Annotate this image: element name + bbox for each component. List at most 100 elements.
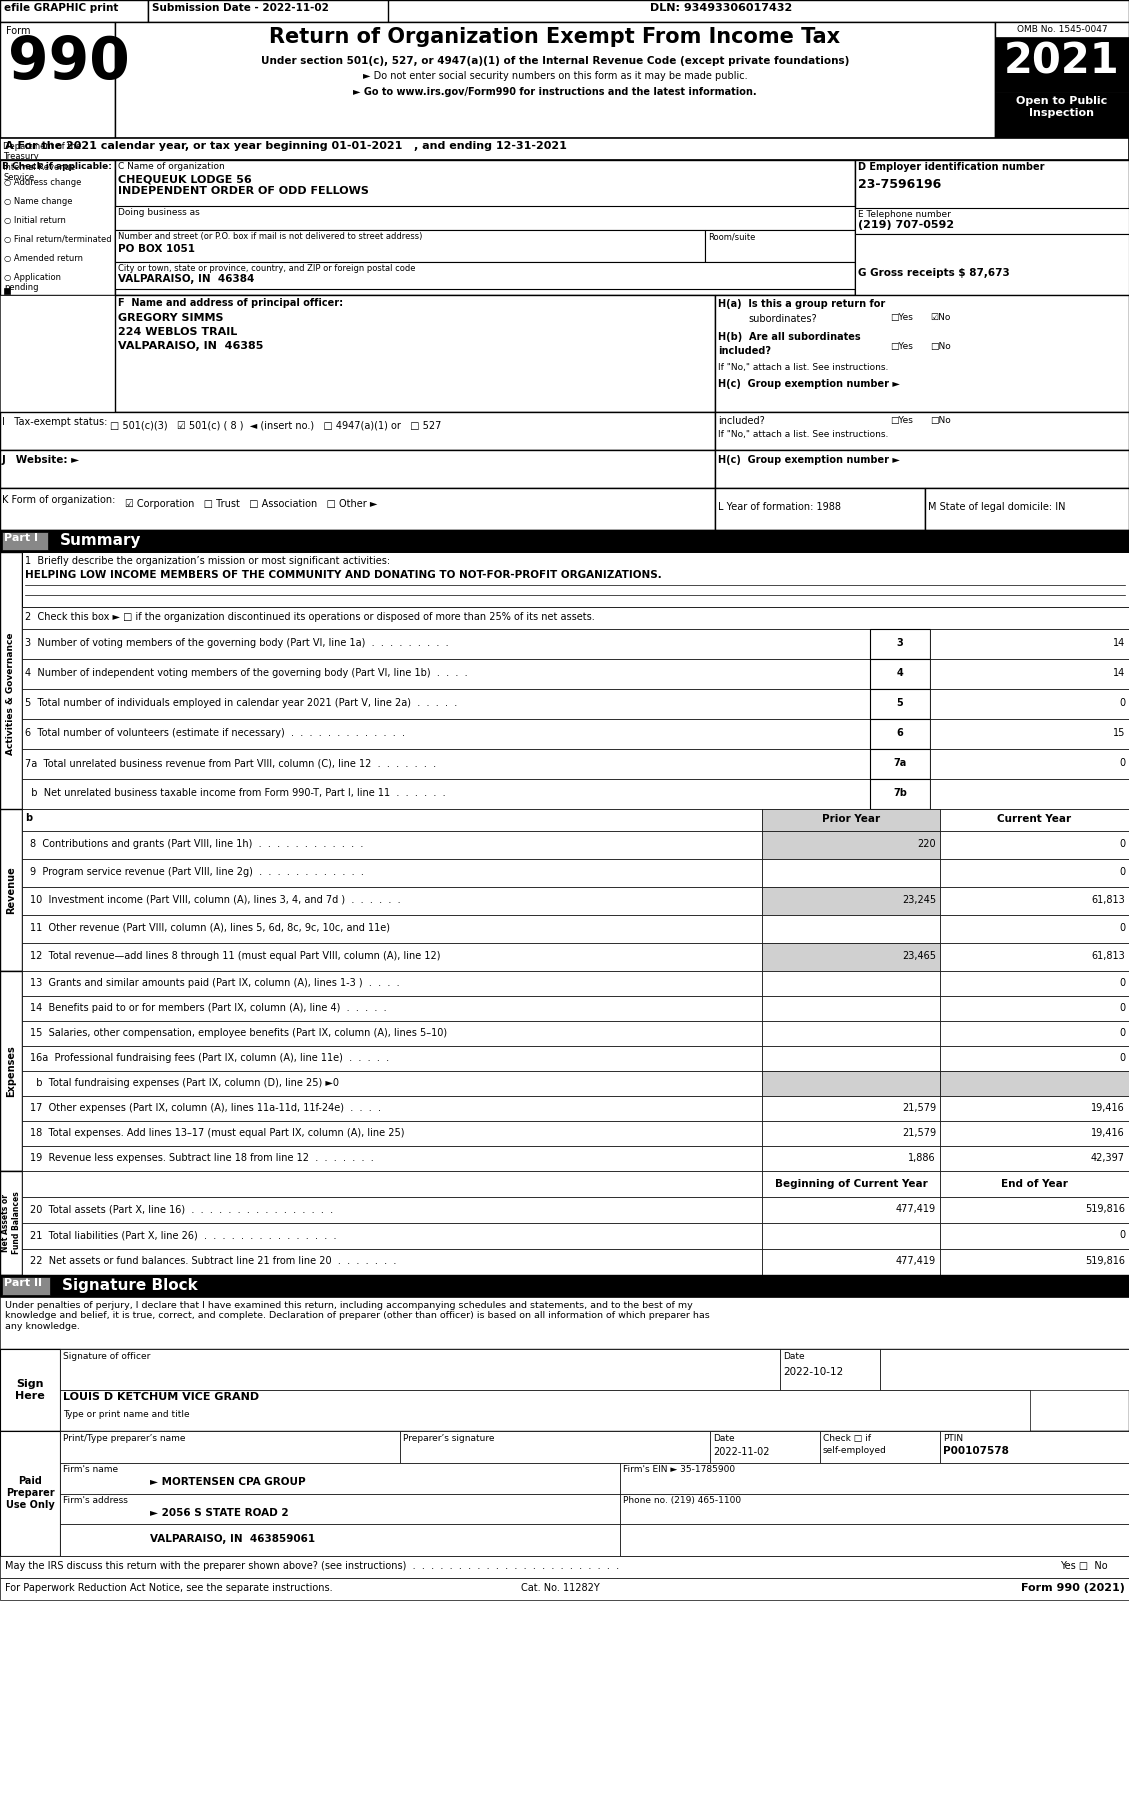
Bar bbox=[21, 1146, 762, 1172]
Text: K Form of organization:: K Form of organization: bbox=[2, 495, 115, 504]
Bar bbox=[762, 1172, 940, 1197]
Text: 0: 0 bbox=[1119, 1052, 1124, 1063]
Bar bbox=[21, 996, 762, 1021]
Text: Department of the
Treasury
Internal Revenue
Service: Department of the Treasury Internal Reve… bbox=[3, 141, 81, 181]
Bar bbox=[0, 0, 148, 22]
Bar bbox=[21, 1197, 762, 1223]
Text: Under penalties of perjury, I declare that I have examined this return, includin: Under penalties of perjury, I declare th… bbox=[5, 1301, 710, 1331]
Bar bbox=[21, 778, 870, 809]
Text: 61,813: 61,813 bbox=[1092, 894, 1124, 905]
Text: 20  Total assets (Part X, line 16)  .  .  .  .  .  .  .  .  .  .  .  .  .  .  . : 20 Total assets (Part X, line 16) . . . … bbox=[30, 1204, 333, 1214]
Bar bbox=[0, 488, 715, 530]
Text: Current Year: Current Year bbox=[997, 814, 1071, 824]
Text: 22  Net assets or fund balances. Subtract line 21 from line 20  .  .  .  .  .  .: 22 Net assets or fund balances. Subtract… bbox=[30, 1255, 396, 1266]
Bar bbox=[115, 296, 715, 412]
Text: □Yes: □Yes bbox=[890, 415, 913, 424]
Bar bbox=[940, 996, 1129, 1021]
Bar bbox=[940, 943, 1129, 970]
Bar bbox=[879, 1350, 1129, 1390]
Text: If "No," attach a list. See instructions.: If "No," attach a list. See instructions… bbox=[718, 363, 889, 372]
Bar bbox=[21, 1047, 762, 1070]
Bar bbox=[940, 1021, 1129, 1047]
Bar bbox=[930, 718, 1129, 749]
Text: 13  Grants and similar amounts paid (Part IX, column (A), lines 1-3 )  .  .  .  : 13 Grants and similar amounts paid (Part… bbox=[30, 978, 400, 989]
Text: If "No," attach a list. See instructions.: If "No," attach a list. See instructions… bbox=[718, 430, 889, 439]
Text: ► Do not enter social security numbers on this form as it may be made public.: ► Do not enter social security numbers o… bbox=[362, 71, 747, 82]
Text: 7a  Total unrelated business revenue from Part VIII, column (C), line 12  .  .  : 7a Total unrelated business revenue from… bbox=[25, 758, 436, 767]
Text: 2022-11-02: 2022-11-02 bbox=[714, 1448, 770, 1457]
Text: May the IRS discuss this return with the preparer shown above? (see instructions: May the IRS discuss this return with the… bbox=[5, 1562, 619, 1571]
Bar bbox=[762, 1070, 940, 1096]
Text: M State of legal domicile: IN: M State of legal domicile: IN bbox=[928, 502, 1066, 512]
Text: 14  Benefits paid to or for members (Part IX, column (A), line 4)  .  .  .  .  .: 14 Benefits paid to or for members (Part… bbox=[30, 1003, 386, 1012]
Bar bbox=[762, 831, 940, 860]
Bar bbox=[0, 1350, 60, 1431]
Text: 2  Check this box ► □ if the organization discontinued its operations or dispose: 2 Check this box ► □ if the organization… bbox=[25, 611, 595, 622]
Bar bbox=[21, 970, 762, 996]
Text: Number and street (or P.O. box if mail is not delivered to street address): Number and street (or P.O. box if mail i… bbox=[119, 232, 422, 241]
Text: Form 990 (2021): Form 990 (2021) bbox=[1021, 1584, 1124, 1593]
Bar bbox=[21, 1172, 762, 1197]
Bar bbox=[940, 970, 1129, 996]
Bar bbox=[5, 288, 10, 294]
Bar bbox=[2, 532, 49, 550]
Text: INDEPENDENT ORDER OF ODD FELLOWS: INDEPENDENT ORDER OF ODD FELLOWS bbox=[119, 187, 369, 196]
Text: Sign
Here: Sign Here bbox=[15, 1379, 45, 1400]
Bar bbox=[715, 412, 1129, 450]
Bar bbox=[21, 943, 762, 970]
Text: 1  Briefly describe the organization’s mission or most significant activities:: 1 Briefly describe the organization’s mi… bbox=[25, 557, 391, 566]
Bar bbox=[940, 1172, 1129, 1197]
Bar bbox=[940, 1047, 1129, 1070]
Bar bbox=[870, 749, 930, 778]
Text: 0: 0 bbox=[1119, 1230, 1124, 1241]
Text: I   Tax-exempt status:: I Tax-exempt status: bbox=[2, 417, 107, 426]
Bar bbox=[762, 860, 940, 887]
Bar bbox=[780, 1350, 879, 1390]
Bar bbox=[21, 809, 762, 831]
Text: ○ Application
pending: ○ Application pending bbox=[5, 272, 61, 292]
Bar bbox=[715, 296, 1129, 412]
Text: 18  Total expenses. Add lines 13–17 (must equal Part IX, column (A), line 25): 18 Total expenses. Add lines 13–17 (must… bbox=[30, 1128, 404, 1137]
Text: 0: 0 bbox=[1119, 978, 1124, 989]
Text: self-employed: self-employed bbox=[823, 1446, 887, 1455]
Bar bbox=[60, 1524, 620, 1556]
Text: 8  Contributions and grants (Part VIII, line 1h)  .  .  .  .  .  .  .  .  .  .  : 8 Contributions and grants (Part VIII, l… bbox=[30, 840, 364, 849]
Bar bbox=[930, 749, 1129, 778]
Text: 10  Investment income (Part VIII, column (A), lines 3, 4, and 7d )  .  .  .  .  : 10 Investment income (Part VIII, column … bbox=[30, 894, 401, 905]
Text: OMB No. 1545-0047: OMB No. 1545-0047 bbox=[1017, 25, 1108, 34]
Bar bbox=[0, 160, 115, 296]
Text: 477,419: 477,419 bbox=[896, 1255, 936, 1266]
Bar bbox=[940, 914, 1129, 943]
Bar bbox=[21, 831, 762, 860]
Bar bbox=[870, 658, 930, 689]
Bar bbox=[400, 1431, 710, 1464]
Bar bbox=[0, 22, 115, 138]
Text: 21,579: 21,579 bbox=[902, 1103, 936, 1114]
Bar bbox=[930, 629, 1129, 658]
Text: 1,886: 1,886 bbox=[909, 1154, 936, 1163]
Bar bbox=[21, 608, 1129, 629]
Text: subordinates?: subordinates? bbox=[749, 314, 816, 325]
Text: Print/Type preparer’s name: Print/Type preparer’s name bbox=[63, 1435, 185, 1442]
Text: 519,816: 519,816 bbox=[1085, 1255, 1124, 1266]
Bar bbox=[0, 138, 1129, 160]
Text: 3  Number of voting members of the governing body (Part VI, line 1a)  .  .  .  .: 3 Number of voting members of the govern… bbox=[25, 639, 448, 648]
Bar bbox=[0, 1578, 1129, 1600]
Bar bbox=[715, 450, 1129, 488]
Text: □Yes: □Yes bbox=[890, 314, 913, 323]
Text: Room/suite: Room/suite bbox=[708, 232, 755, 241]
Text: D Employer identification number: D Employer identification number bbox=[858, 161, 1044, 172]
Text: VALPARAISO, IN  46384: VALPARAISO, IN 46384 bbox=[119, 274, 254, 285]
Bar bbox=[21, 1223, 762, 1250]
Bar bbox=[762, 809, 940, 831]
Bar bbox=[0, 1297, 1129, 1350]
Bar bbox=[940, 1121, 1129, 1146]
Bar bbox=[21, 689, 870, 718]
Bar bbox=[0, 809, 21, 970]
Bar bbox=[0, 450, 715, 488]
Text: 14: 14 bbox=[1113, 639, 1124, 648]
Text: ○ Name change: ○ Name change bbox=[5, 198, 72, 207]
Text: E Telephone number: E Telephone number bbox=[858, 210, 951, 219]
Text: F  Name and address of principal officer:: F Name and address of principal officer: bbox=[119, 297, 343, 308]
Bar bbox=[0, 1275, 1129, 1297]
